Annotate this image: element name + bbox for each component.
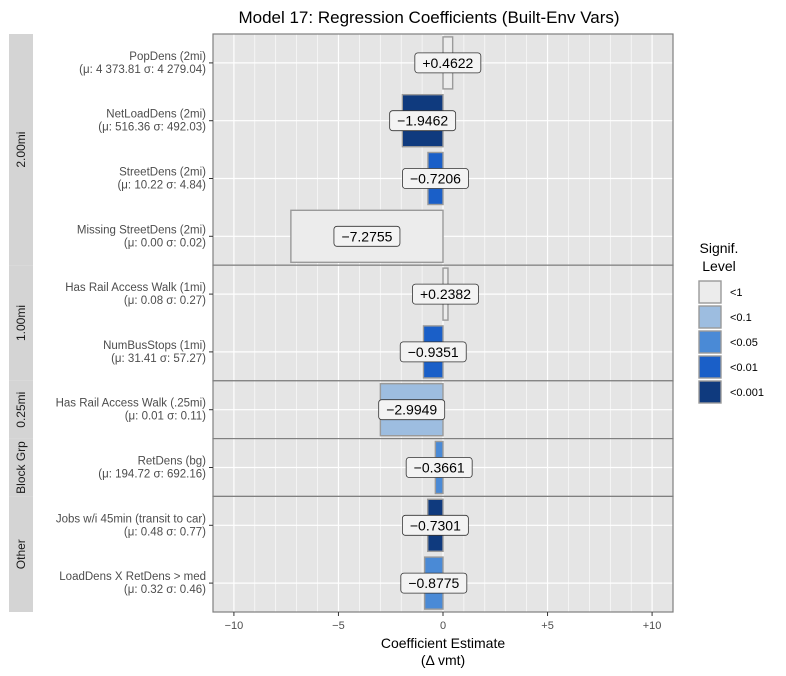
y-axis-label: NumBusStops (1mi)	[103, 340, 206, 352]
facet-strip-label: Block Grp	[14, 441, 28, 494]
y-axis-label: NetLoadDens (2mi)	[106, 109, 206, 121]
legend-label: <0.1	[730, 312, 752, 324]
data-label-text: −1.9462	[397, 113, 448, 129]
data-label-text: +0.2382	[420, 286, 471, 302]
data-label-box	[333, 225, 401, 247]
legend-title-line2: Level	[702, 258, 735, 274]
y-axis-label-stats: (μ: 10.22 σ: 4.84)	[117, 180, 206, 192]
legend-key	[698, 330, 722, 354]
data-label-box	[378, 399, 446, 421]
x-tick-label: 0	[440, 620, 446, 632]
data-label: −1.9462	[389, 110, 457, 132]
data-label: +0.2382	[412, 283, 479, 305]
y-axis-label-stats: (μ: 0.08 σ: 0.27)	[124, 295, 206, 307]
y-axis-label-stats: (μ: 0.01 σ: 0.11)	[125, 411, 206, 423]
y-axis-label: Missing StreetDens (2mi)	[77, 224, 206, 236]
facet-strip	[9, 438, 33, 497]
legend-label: <1	[730, 287, 743, 299]
data-label-box	[401, 514, 469, 536]
legend-item: <0.05	[698, 330, 758, 354]
y-axis-label: Has Rail Access Walk (.25mi)	[56, 398, 207, 410]
legend-item: <0.1	[698, 305, 752, 329]
y-axis-label: LoadDens X RetDens > med	[59, 571, 206, 583]
x-axis-title-line1: Coefficient Estimate	[381, 635, 505, 651]
data-label-box	[389, 110, 457, 132]
data-label: −0.8775	[400, 572, 468, 594]
y-axis-labels: PopDens (2mi)(μ: 4 373.81 σ: 4 279.04) Ne…	[56, 51, 213, 596]
data-label: −0.9351	[399, 341, 467, 363]
x-tick-label: −5	[332, 620, 345, 632]
facet-strip	[9, 34, 33, 266]
y-axis-label-stats: (μ: 516.36 σ: 492.03)	[98, 122, 206, 134]
legend-title-line1: Signif.	[700, 240, 739, 256]
legend-item: <1	[698, 280, 743, 304]
y-axis-label-stats: (μ: 31.41 σ: 57.27)	[111, 353, 206, 365]
y-axis-label-stats: (μ: 0.00 σ: 0.02)	[124, 237, 206, 249]
facet-strip-label: 1.00mi	[14, 305, 28, 341]
x-axis-title-line2: (Δ vmt)	[421, 652, 465, 668]
legend-item: <0.01	[698, 355, 758, 379]
facet-strip-label: 2.00mi	[14, 132, 28, 168]
data-label: −0.7206	[402, 168, 469, 189]
legend-label: <0.001	[730, 387, 764, 399]
data-label-text: −0.7301	[410, 517, 461, 533]
data-label-box	[412, 283, 479, 305]
data-label-text: −0.9351	[408, 344, 459, 360]
data-label-text: −0.7206	[410, 171, 461, 187]
y-axis-label-stats: (μ: 194.72 σ: 692.16)	[98, 469, 206, 481]
y-axis-label: RetDens (bg)	[138, 456, 207, 468]
data-labels-layer: +0.4622 −1.9462 −0.7206 −7.2755 +0.2382 −0.93…	[333, 52, 482, 594]
data-label-box	[399, 341, 467, 363]
data-label-box	[405, 457, 473, 478]
legend-key	[698, 380, 722, 404]
data-label: +0.4622	[414, 52, 482, 74]
data-label: −0.7301	[401, 514, 469, 536]
data-label: −2.9949	[378, 399, 446, 421]
y-axis-label: StreetDens (2mi)	[119, 167, 206, 179]
facet-strips: 2.00mi 1.00mi 0.25mi Block Grp Other	[9, 34, 33, 612]
facet-strip-label: 0.25mi	[14, 392, 28, 428]
x-tick-label: +5	[541, 620, 554, 632]
data-label: −7.2755	[333, 225, 401, 247]
facet-strip	[9, 265, 33, 381]
data-label-text: −7.2755	[341, 228, 392, 244]
data-label-text: +0.4622	[422, 55, 473, 71]
data-label-box	[414, 52, 482, 74]
data-label-text: −0.8775	[408, 575, 459, 591]
x-tick-label: −10	[225, 620, 244, 632]
y-axis-label: PopDens (2mi)	[129, 51, 206, 63]
facet-strip	[9, 496, 33, 612]
y-axis-label: Jobs w/i 45min (transit to car)	[56, 513, 206, 525]
data-label: −0.3661	[405, 457, 473, 478]
data-label-box	[402, 168, 469, 189]
x-tick-label: +10	[643, 620, 662, 632]
data-label-box	[400, 572, 468, 594]
facet-strip	[9, 380, 33, 439]
legend-label: <0.01	[730, 362, 758, 374]
data-label-text: −0.3661	[414, 460, 465, 476]
y-axis-label-stats: (μ: 0.32 σ: 0.46)	[124, 584, 206, 596]
x-axis-ticks: −10 −5 0 +5 +10	[225, 612, 662, 632]
legend: Signif. Level <1 <0.1 <0.05 <0.01 <0.001	[698, 240, 764, 404]
y-axis-label-stats: (μ: 4 373.81 σ: 4 279.04)	[79, 64, 206, 76]
chart-title: Model 17: Regression Coefficients (Built…	[238, 8, 619, 27]
legend-item: <0.001	[698, 380, 764, 404]
legend-label: <0.05	[730, 337, 758, 349]
legend-key	[698, 305, 722, 329]
y-axis-label-stats: (μ: 0.48 σ: 0.77)	[124, 526, 206, 538]
legend-key	[698, 355, 722, 379]
facet-strip-label: Other	[14, 539, 28, 569]
data-label-text: −2.9949	[386, 402, 437, 418]
y-axis-label: Has Rail Access Walk (1mi)	[65, 282, 206, 294]
legend-key	[698, 280, 722, 304]
